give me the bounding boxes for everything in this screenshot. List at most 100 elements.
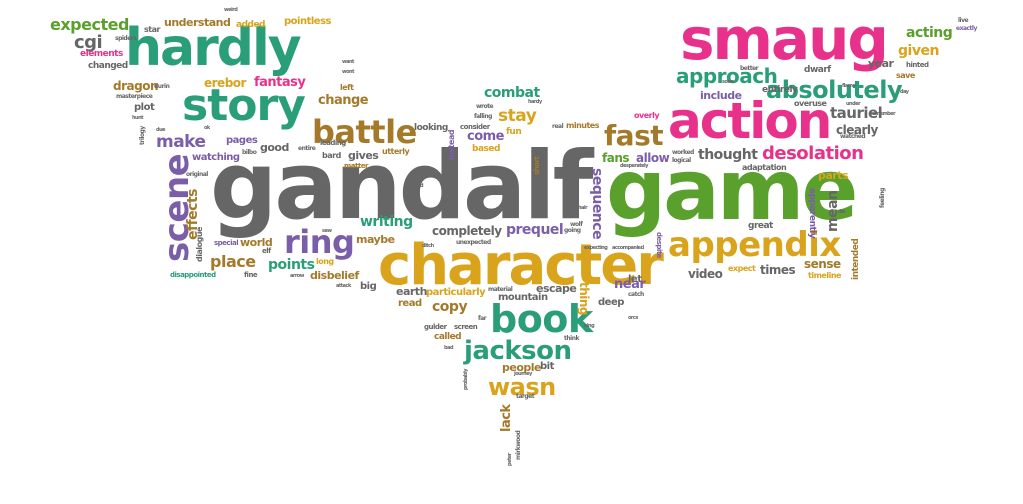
word-exactly: exactly xyxy=(956,25,977,32)
word-short: short xyxy=(533,156,541,175)
word-attack: attack xyxy=(336,283,351,289)
word-matter: matter xyxy=(344,162,368,170)
word-logical: logical xyxy=(672,157,691,164)
word-despite: despite xyxy=(655,232,663,258)
word-read: read xyxy=(398,298,422,309)
word-appendix: appendix xyxy=(668,225,841,265)
word-gives: gives xyxy=(348,149,379,162)
word-hardy: hardy xyxy=(528,99,542,105)
word-overuse: overuse xyxy=(794,99,827,108)
word-let: let xyxy=(628,274,642,285)
word-dragon: dragon xyxy=(113,79,158,93)
word-maybe: maybe xyxy=(356,233,395,246)
word-target: target xyxy=(516,393,535,400)
word-place: place xyxy=(210,252,256,271)
word-watched: watched xyxy=(840,133,866,140)
word-erebor: erebor xyxy=(204,76,246,90)
word-ok: ok xyxy=(204,125,210,131)
word-under: under xyxy=(846,101,861,107)
word-deep: deep xyxy=(598,297,624,308)
word-timeline: timeline xyxy=(808,271,841,280)
word-think: think xyxy=(564,335,579,342)
word-plot: plot xyxy=(134,102,155,113)
word-soon: soon xyxy=(722,79,734,85)
word-smaug: smaug xyxy=(680,5,889,73)
word-peter: peter xyxy=(507,453,513,466)
word-tired: tired xyxy=(412,183,424,189)
word-copy: copy xyxy=(432,299,468,315)
word-mirkwood: mirkwood xyxy=(515,430,522,460)
word-action: action xyxy=(668,92,832,150)
word-arrow: arrow xyxy=(290,273,304,279)
word-ring: ring xyxy=(284,223,355,261)
word-bilbo: bilbo xyxy=(242,149,257,156)
word-video: video xyxy=(688,267,723,281)
word-better: better xyxy=(740,65,759,72)
word-acting: acting xyxy=(906,25,953,41)
word-falling: falling xyxy=(474,113,492,120)
word-parts: parts xyxy=(818,169,849,182)
word-year: year xyxy=(868,57,894,70)
word-wrote: wrote xyxy=(476,103,494,110)
word-dwarf: dwarf xyxy=(804,65,831,75)
word-gandalf: gandalf xyxy=(210,132,593,241)
word-character: character xyxy=(378,233,664,298)
word-combat: combat xyxy=(484,85,540,101)
word-far: far xyxy=(478,315,487,322)
word-pages: pages xyxy=(226,135,258,146)
word-remember: remember xyxy=(870,111,896,117)
word-original: original xyxy=(186,171,208,178)
word-expected: expected xyxy=(50,15,129,34)
word-world: world xyxy=(240,236,273,249)
word-include: include xyxy=(700,89,742,102)
word-want: want xyxy=(342,59,354,65)
word-mountain: mountain xyxy=(498,292,548,303)
word-wolf: wolf xyxy=(570,221,583,228)
word-bad: bad xyxy=(444,345,454,351)
word-screen: screen xyxy=(454,323,478,331)
word-added: added xyxy=(236,20,266,30)
word-sequence: sequence xyxy=(589,168,605,240)
word-orcs: orcs xyxy=(628,315,638,321)
word-long: long xyxy=(316,257,334,266)
word-understand: understand xyxy=(164,16,231,29)
word-special: special xyxy=(214,239,239,247)
word-approach: approach xyxy=(676,64,778,88)
word-weird: weird xyxy=(224,7,238,13)
word-elements: elements xyxy=(80,49,123,59)
word-escape: escape xyxy=(536,282,577,295)
word-saw: saw xyxy=(322,228,332,234)
word-battle: battle xyxy=(312,113,417,151)
word-good: good xyxy=(260,141,289,154)
word-disappointed: disappointed xyxy=(170,271,216,279)
word-spiders: spiders xyxy=(115,35,137,42)
word-save: save xyxy=(896,71,915,80)
word-wont: wont xyxy=(342,69,355,75)
word-fun: fun xyxy=(506,127,522,137)
word-particularly: particularly xyxy=(426,287,486,298)
word-adaptation: adaptation xyxy=(742,163,787,172)
word-thing: thing xyxy=(577,282,591,316)
word-star: star xyxy=(144,25,160,34)
word-cgi: cgi xyxy=(74,32,103,53)
word-completely: completely xyxy=(432,224,502,238)
word-king: king xyxy=(584,323,595,329)
word-day: day xyxy=(900,89,909,95)
word-people: people xyxy=(502,361,542,374)
word-fast: fast xyxy=(604,119,664,152)
word-sense: sense xyxy=(804,257,841,271)
word-expect: expect xyxy=(728,264,756,273)
word-going: going xyxy=(564,227,581,234)
word-book: book xyxy=(490,297,593,341)
word-wasn: wasn xyxy=(488,373,556,401)
word-entirely: entirely xyxy=(762,85,798,95)
word-elf: elf xyxy=(262,247,271,255)
word-looking: looking xyxy=(414,123,448,133)
word-consider: consider xyxy=(460,123,490,131)
word-worked: worked xyxy=(672,149,694,156)
word-stay: stay xyxy=(498,106,537,126)
word-hunt: hunt xyxy=(132,115,144,121)
word-minutes: minutes xyxy=(566,121,599,130)
word-allow: allow xyxy=(636,151,670,165)
